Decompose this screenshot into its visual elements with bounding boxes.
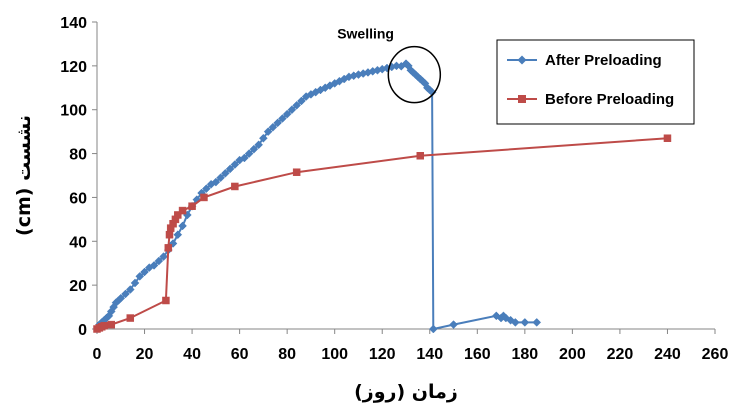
data-point-after-preloading — [278, 114, 287, 123]
data-point-after-preloading — [506, 315, 515, 325]
y-tick-label: 100 — [60, 103, 87, 120]
data-point-after-preloading — [230, 160, 240, 169]
data-point-after-preloading — [135, 272, 145, 281]
swelling-circle — [387, 45, 442, 104]
x-tick-label: 20 — [136, 346, 154, 363]
data-point-before-preloading — [174, 211, 182, 219]
data-point-after-preloading — [292, 100, 302, 110]
y-tick-label: 20 — [69, 278, 87, 295]
data-point-after-preloading — [121, 289, 130, 299]
series-layer — [92, 59, 672, 334]
x-tick-label: 60 — [231, 346, 249, 363]
y-tick-label: 60 — [69, 190, 87, 207]
swelling-annotation: Swelling — [337, 25, 394, 41]
data-point-after-preloading — [273, 118, 282, 128]
data-point-after-preloading — [501, 313, 511, 323]
data-point-after-preloading — [449, 320, 458, 329]
data-point-after-preloading — [240, 153, 249, 163]
data-point-before-preloading — [663, 134, 672, 142]
data-point-after-preloading — [116, 293, 126, 303]
data-point-after-preloading — [173, 230, 183, 240]
legend-label-after-preloading: After Preloading — [545, 52, 662, 69]
y-axis-title: نشست (cm) — [13, 115, 35, 236]
data-point-after-preloading — [154, 256, 164, 266]
data-point-before-preloading — [126, 314, 135, 322]
x-tick-label: 40 — [183, 346, 201, 363]
y-tick-label: 40 — [69, 234, 87, 251]
data-point-after-preloading — [491, 311, 501, 321]
data-point-after-preloading — [520, 318, 530, 327]
legend-marker-after-preloading — [517, 55, 527, 65]
data-point-before-preloading — [107, 320, 116, 329]
data-point-after-preloading — [201, 184, 211, 194]
x-tick-label: 100 — [321, 346, 348, 363]
data-point-before-preloading — [292, 168, 301, 176]
data-point-after-preloading — [259, 133, 268, 143]
data-point-after-preloading — [216, 173, 225, 183]
x-tick-label: 260 — [702, 346, 729, 363]
y-tick-label: 0 — [78, 322, 87, 339]
data-point-before-preloading — [188, 202, 196, 210]
x-tick-label: 80 — [278, 346, 296, 363]
x-tick-label: 120 — [369, 346, 396, 363]
data-point-after-preloading — [510, 318, 520, 327]
data-point-after-preloading — [149, 261, 159, 270]
data-point-after-preloading — [287, 105, 297, 115]
data-point-after-preloading — [140, 267, 149, 277]
data-point-after-preloading — [125, 285, 135, 294]
series-line-after-preloading — [96, 62, 537, 331]
x-tick-label: 220 — [607, 346, 634, 363]
x-tick-label: 200 — [559, 346, 586, 363]
data-point-after-preloading — [428, 324, 438, 334]
legend-marker-before-preloading — [518, 95, 526, 103]
data-point-after-preloading — [159, 252, 168, 261]
data-point-before-preloading — [178, 206, 187, 215]
data-point-after-preloading — [297, 96, 306, 106]
data-point-before-preloading — [164, 244, 173, 252]
data-point-before-preloading — [416, 152, 425, 160]
data-point-after-preloading — [211, 177, 221, 187]
x-tick-label: 180 — [511, 346, 538, 363]
data-point-before-preloading — [162, 296, 170, 305]
data-point-after-preloading — [178, 221, 187, 231]
legend-box — [496, 39, 695, 125]
y-tick-label: 140 — [60, 15, 87, 32]
x-tick-label: 0 — [93, 346, 102, 363]
data-point-before-preloading — [165, 230, 174, 239]
y-tick-label: 120 — [60, 59, 87, 76]
data-point-after-preloading — [263, 127, 273, 136]
data-point-after-preloading — [282, 109, 292, 119]
x-axis-title: زمان (روز) — [354, 381, 458, 403]
data-point-after-preloading — [249, 144, 259, 154]
data-point-before-preloading — [200, 193, 208, 202]
data-point-after-preloading — [254, 140, 263, 150]
data-point-before-preloading — [231, 182, 239, 191]
x-tick-label: 240 — [654, 346, 681, 363]
series-line-before-preloading — [96, 137, 668, 330]
x-tick-label: 160 — [464, 346, 491, 363]
data-point-after-preloading — [221, 168, 230, 178]
data-point-after-preloading — [532, 318, 542, 327]
data-point-after-preloading — [225, 164, 235, 174]
annotation-layer: Swelling — [337, 25, 442, 104]
legend: After Preloading Before Preloading — [496, 39, 695, 125]
y-tick-label: 80 — [69, 147, 87, 164]
axes-layer: 0 20 40 60 80 100 120 140 160 180 200 220 240 260 0 20 4… — [60, 15, 728, 363]
data-point-after-preloading — [130, 278, 140, 288]
data-point-after-preloading — [244, 149, 254, 158]
legend-label-before-preloading: Before Preloading — [545, 91, 674, 108]
data-point-after-preloading — [268, 122, 278, 132]
x-tick-label: 140 — [416, 346, 443, 363]
data-point-before-preloading — [100, 321, 108, 330]
